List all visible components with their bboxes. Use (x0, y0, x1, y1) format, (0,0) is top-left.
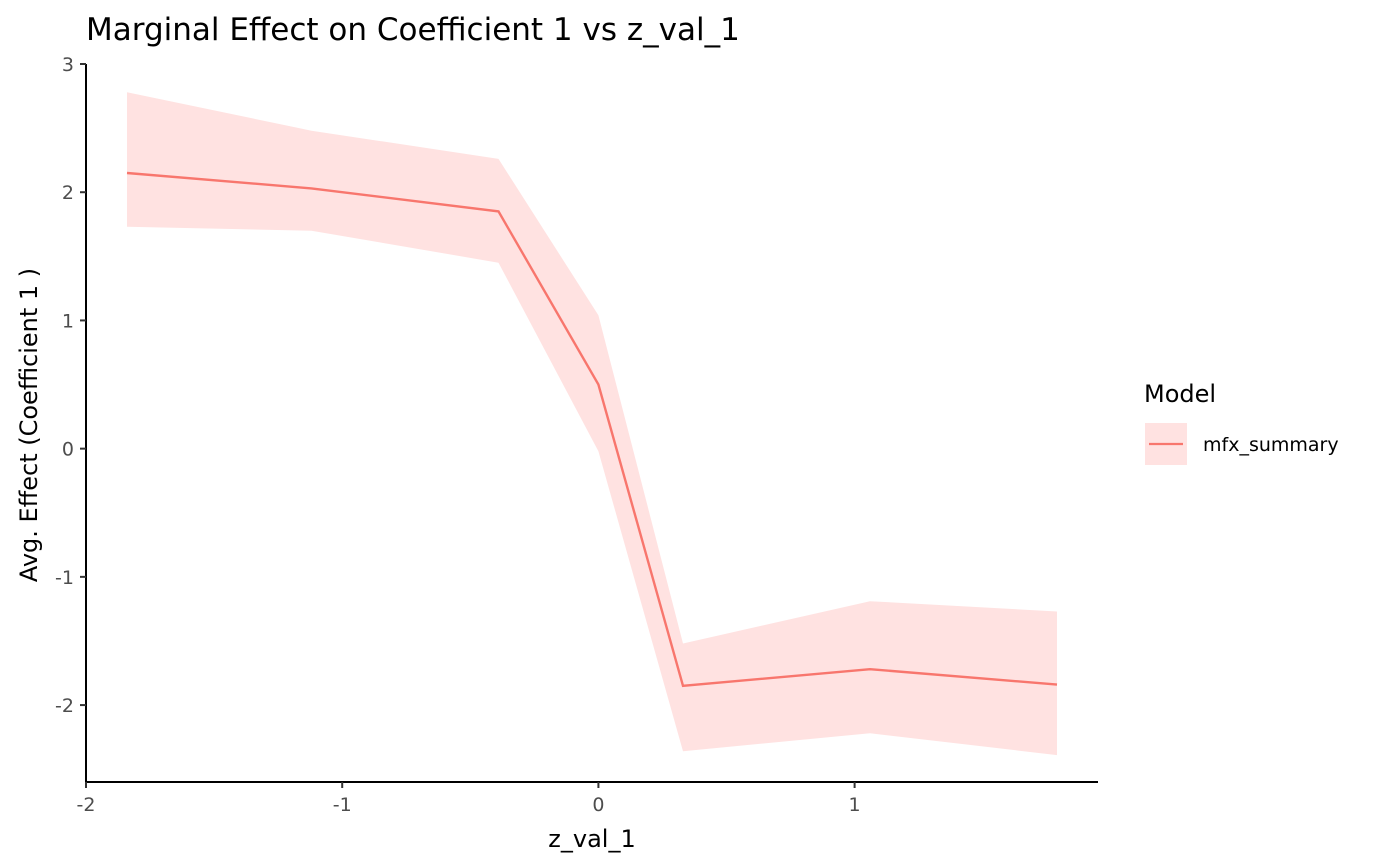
axis-ticks: 3 2 1 0 -1 -2 -2 -1 0 1 (55, 54, 861, 816)
x-tick-label: 0 (592, 794, 604, 816)
confidence-ribbon (127, 92, 1057, 756)
y-tick-label: -1 (55, 567, 74, 589)
x-axis-title: z_val_1 (548, 825, 635, 853)
y-tick-label: 1 (62, 310, 74, 332)
y-tick-label: -2 (55, 695, 74, 717)
x-tick-label: -2 (77, 794, 96, 816)
chart-title: Marginal Effect on Coefficient 1 vs z_va… (86, 12, 740, 48)
y-axis-title: Avg. Effect (Coefficient 1 ) (15, 268, 43, 582)
plot-area (126, 92, 1058, 756)
y-tick-label: 0 (62, 439, 74, 461)
y-tick-label: 3 (62, 54, 74, 76)
legend-item-mfx-summary: mfx_summary (1203, 434, 1339, 456)
x-tick-label: 1 (849, 794, 861, 816)
legend-title: Model (1144, 380, 1216, 408)
series-line-mfx-summary (126, 171, 1058, 688)
x-tick-label: -1 (333, 794, 352, 816)
y-tick-label: 2 (62, 182, 74, 204)
legend: Model mfx_summary (1144, 380, 1339, 465)
